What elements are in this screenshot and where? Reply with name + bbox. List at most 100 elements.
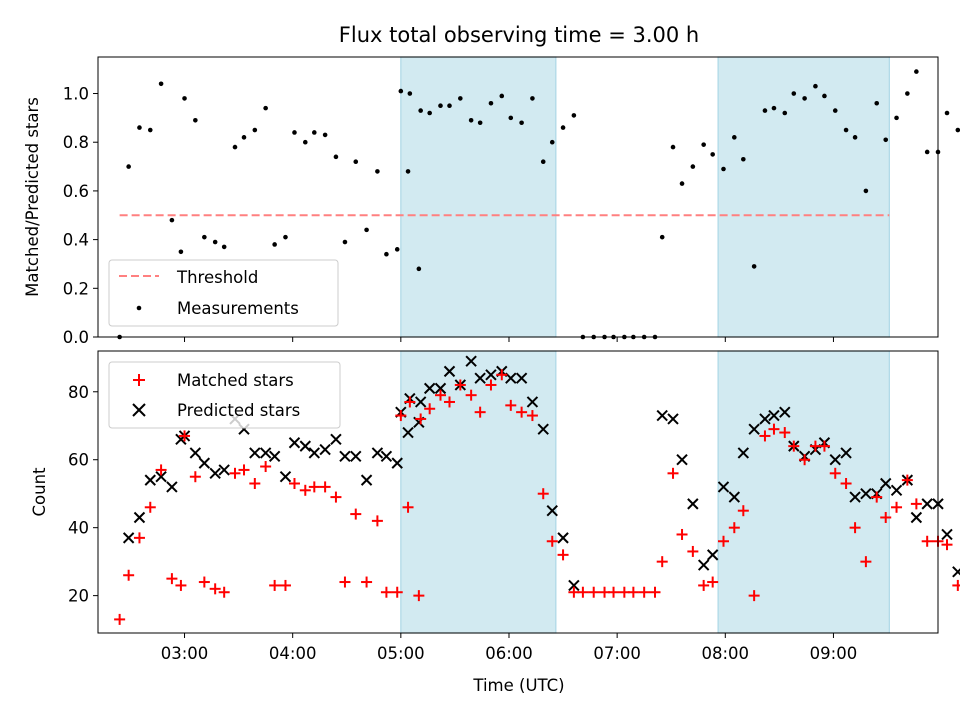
- measurement-point: [508, 115, 514, 121]
- top-y-tick-label: 0.2: [63, 279, 89, 298]
- matched-stars-point: [779, 427, 791, 439]
- matched-stars-point: [505, 399, 517, 411]
- predicted-stars-point: [737, 447, 750, 459]
- bottom-y-tick-label: 20: [68, 587, 89, 606]
- predicted-stars-point: [339, 450, 351, 463]
- matched-stars-point: [155, 464, 167, 476]
- predicted-stars-point: [360, 474, 373, 486]
- measurement-point: [955, 127, 960, 133]
- matched-stars-point: [319, 481, 331, 493]
- predicted-stars-point: [667, 413, 679, 425]
- matched-stars-point: [229, 467, 241, 479]
- top-y-tick-label: 0.4: [63, 231, 89, 250]
- measurement-point: [883, 137, 889, 143]
- predicted-stars-point: [697, 559, 710, 571]
- measurement-point: [519, 120, 524, 126]
- predicted-stars-point: [308, 447, 321, 459]
- matched-stars-point: [380, 586, 392, 598]
- measurement-point: [438, 103, 443, 108]
- matched-stars-point: [557, 549, 569, 561]
- measurement-point: [263, 105, 268, 111]
- top-y-tick-label: 1.0: [63, 85, 89, 104]
- x-tick-label: 05:00: [377, 644, 425, 663]
- matched-stars-point: [849, 522, 861, 534]
- matched-stars-point: [415, 413, 427, 425]
- matched-stars-point: [269, 579, 281, 591]
- matched-stars-point: [649, 586, 661, 598]
- predicted-stars-point: [268, 450, 281, 463]
- predicted-stars-point: [890, 484, 903, 497]
- predicted-stars-point: [279, 471, 292, 483]
- measurement-point: [771, 105, 777, 111]
- matched-stars-point: [299, 484, 311, 496]
- measurement-point: [252, 127, 258, 133]
- predicted-stars-point: [122, 532, 135, 544]
- predicted-stars-point: [840, 447, 852, 459]
- matched-stars-point: [249, 478, 261, 490]
- matched-stars-point: [768, 423, 780, 435]
- matched-stars-point: [588, 586, 600, 598]
- x-tick-label: 06:00: [485, 644, 533, 663]
- top-y-tick-label: 0.6: [63, 182, 89, 201]
- measurement-point: [137, 125, 142, 130]
- matched-stars-point: [444, 396, 456, 408]
- measurement-point: [924, 149, 930, 155]
- matched-stars-point: [748, 590, 760, 602]
- measurement-point: [690, 164, 696, 169]
- matched-stars-point: [952, 579, 960, 591]
- predicted-stars-point: [144, 474, 156, 486]
- measurement-point: [398, 88, 404, 94]
- matched-stars-point: [144, 501, 156, 513]
- measurement-point: [302, 139, 308, 145]
- predicted-stars-point: [568, 579, 580, 592]
- predicted-stars-point: [546, 504, 558, 517]
- matched-stars-point: [676, 528, 688, 540]
- predicted-stars-point: [829, 454, 841, 466]
- measurement-point: [659, 234, 665, 240]
- measurement-point: [169, 217, 175, 223]
- matched-stars-point: [717, 535, 729, 547]
- matched-stars-point: [496, 369, 508, 381]
- predicted-stars-point: [350, 450, 362, 463]
- predicted-stars-point: [259, 447, 272, 459]
- matched-stars-point: [728, 522, 740, 534]
- measurement-point: [353, 159, 359, 164]
- measurement-point: [333, 154, 339, 160]
- measurement-point: [468, 118, 474, 123]
- predicted-stars-point: [717, 481, 730, 493]
- matched-stars-point: [209, 583, 221, 595]
- measurement-point: [458, 96, 463, 101]
- measurement-point: [813, 83, 818, 89]
- measurement-point: [762, 108, 768, 113]
- measurement-point: [447, 103, 452, 108]
- matched-stars-point: [279, 579, 291, 591]
- predicted-stars-point: [330, 433, 342, 446]
- chart-title: Flux total observing time = 3.00 h: [339, 23, 699, 47]
- measurement-point: [416, 266, 422, 272]
- predicted-stars-point: [728, 491, 741, 503]
- legend-threshold-label: Threshold: [176, 268, 258, 287]
- measurement-point: [221, 244, 227, 250]
- matched-stars-point: [395, 410, 407, 422]
- measurement-point: [732, 135, 737, 140]
- matched-stars-point: [166, 573, 178, 585]
- matched-stars-point: [288, 478, 300, 490]
- matched-stars-point: [840, 478, 852, 490]
- bottom-y-tick-label: 80: [68, 383, 89, 402]
- matched-stars-point: [799, 454, 811, 466]
- predicted-stars-point: [443, 365, 456, 378]
- matched-stars-point: [485, 379, 497, 391]
- bottom-axes-frame: [97, 350, 939, 634]
- matched-stars-point: [860, 556, 872, 568]
- measurement-point: [312, 130, 317, 135]
- predicted-stars-point: [133, 511, 146, 524]
- matched-stars-point: [404, 396, 416, 408]
- predicted-stars-point: [676, 454, 688, 466]
- x-tick-label: 04:00: [269, 644, 317, 663]
- measurement-point: [364, 227, 369, 233]
- matched-stars-point: [880, 511, 892, 523]
- matched-stars-point: [707, 576, 719, 588]
- predicted-stars-point: [768, 409, 780, 422]
- matched-stars-point: [371, 515, 383, 527]
